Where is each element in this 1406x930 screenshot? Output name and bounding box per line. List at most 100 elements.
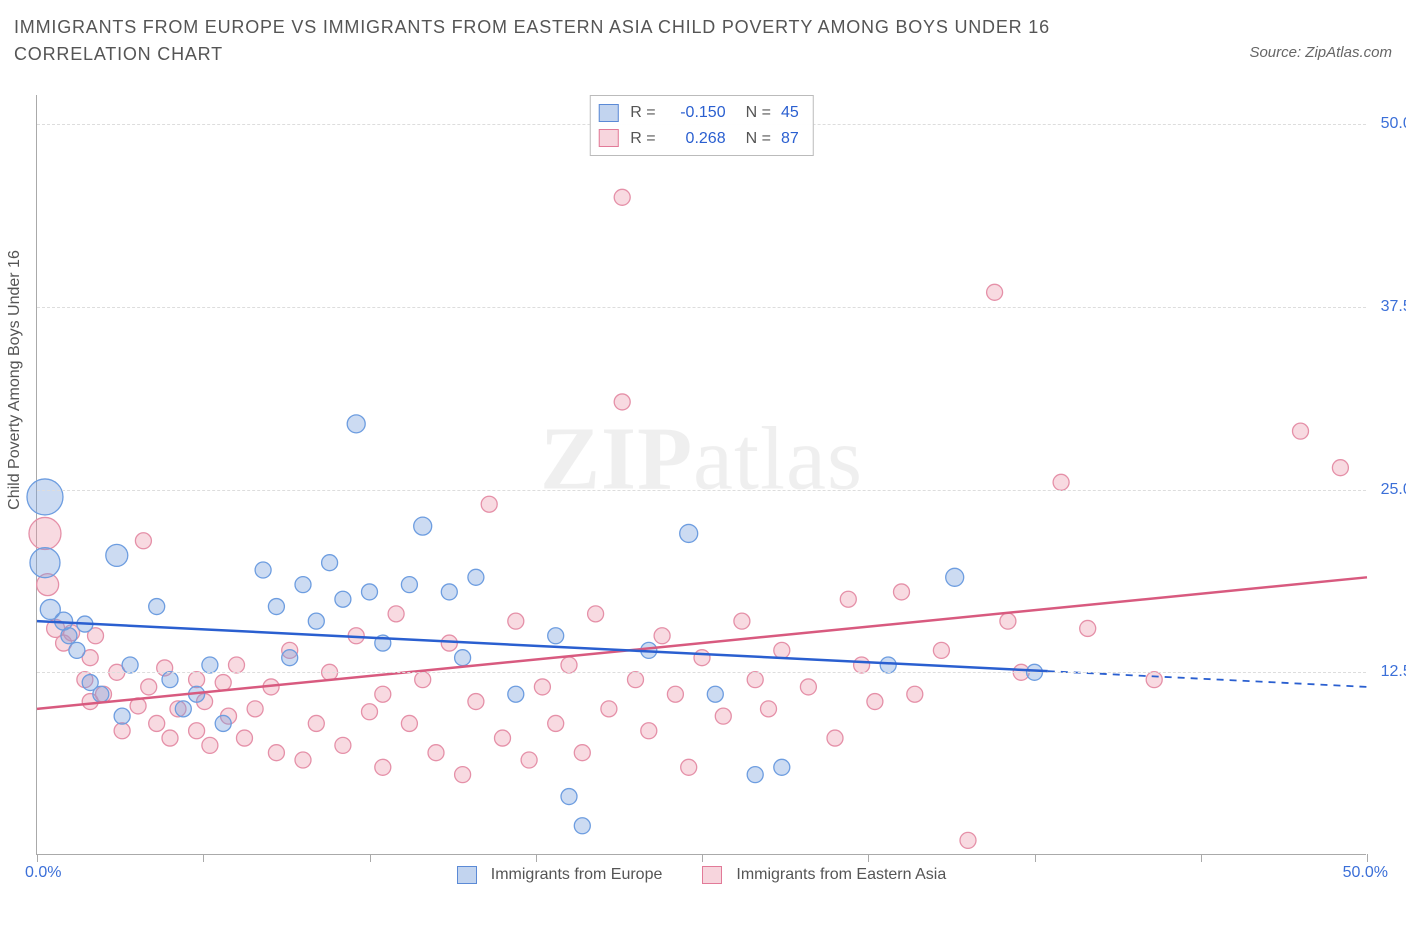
scatter-point bbox=[614, 189, 630, 205]
scatter-point bbox=[141, 679, 157, 695]
scatter-point bbox=[867, 694, 883, 710]
y-tick-label: 12.5% bbox=[1381, 663, 1406, 681]
scatter-point bbox=[574, 818, 590, 834]
scatter-point bbox=[202, 737, 218, 753]
x-tick bbox=[37, 854, 38, 862]
scatter-point bbox=[774, 642, 790, 658]
legend-asia-n: 87 bbox=[781, 126, 799, 152]
scatter-point bbox=[162, 730, 178, 746]
scatter-point bbox=[481, 496, 497, 512]
scatter-point bbox=[362, 584, 378, 600]
scatter-point bbox=[1146, 672, 1162, 688]
scatter-point bbox=[189, 723, 205, 739]
scatter-point bbox=[667, 686, 683, 702]
x-legend-europe-label: Immigrants from Europe bbox=[491, 866, 663, 884]
header-row: IMMIGRANTS FROM EUROPE VS IMMIGRANTS FRO… bbox=[14, 14, 1392, 68]
legend-n-label: N = bbox=[746, 126, 771, 152]
scatter-point bbox=[508, 613, 524, 629]
scatter-point bbox=[1053, 474, 1069, 490]
scatter-point bbox=[548, 715, 564, 731]
scatter-point bbox=[561, 789, 577, 805]
chart-source: Source: ZipAtlas.com bbox=[1249, 44, 1392, 61]
legend-r-label: R = bbox=[630, 126, 655, 152]
scatter-point bbox=[106, 544, 128, 566]
scatter-point bbox=[1332, 460, 1348, 476]
legend-asia-r: 0.268 bbox=[666, 126, 726, 152]
scatter-point bbox=[414, 517, 432, 535]
scatter-point bbox=[388, 606, 404, 622]
x-tick bbox=[203, 854, 204, 862]
scatter-point bbox=[946, 568, 964, 586]
scatter-point bbox=[441, 584, 457, 600]
scatter-point bbox=[29, 517, 61, 549]
scatter-point bbox=[375, 759, 391, 775]
scatter-point bbox=[215, 675, 231, 691]
scatter-plot-svg bbox=[37, 95, 1366, 854]
scatter-point bbox=[907, 686, 923, 702]
scatter-point bbox=[707, 686, 723, 702]
scatter-point bbox=[335, 591, 351, 607]
x-tick bbox=[1201, 854, 1202, 862]
scatter-point bbox=[202, 657, 218, 673]
scatter-point bbox=[761, 701, 777, 717]
scatter-point bbox=[236, 730, 252, 746]
scatter-point bbox=[601, 701, 617, 717]
scatter-point bbox=[295, 577, 311, 593]
y-axis-label: Child Poverty Among Boys Under 16 bbox=[6, 250, 24, 510]
scatter-point bbox=[680, 524, 698, 542]
scatter-point bbox=[61, 628, 77, 644]
x-axis-legend: Immigrants from Europe Immigrants from E… bbox=[37, 866, 1366, 884]
scatter-point bbox=[455, 767, 471, 783]
scatter-point bbox=[149, 715, 165, 731]
scatter-point bbox=[335, 737, 351, 753]
scatter-point bbox=[308, 613, 324, 629]
x-tick bbox=[536, 854, 537, 862]
scatter-point bbox=[987, 284, 1003, 300]
scatter-point bbox=[428, 745, 444, 761]
x-tick bbox=[1035, 854, 1036, 862]
scatter-point bbox=[322, 555, 338, 571]
x-tick bbox=[702, 854, 703, 862]
scatter-point bbox=[468, 569, 484, 585]
swatch-europe-icon bbox=[598, 104, 618, 122]
scatter-point bbox=[135, 533, 151, 549]
swatch-asia-icon bbox=[598, 129, 618, 147]
scatter-point bbox=[1293, 423, 1309, 439]
scatter-point bbox=[548, 628, 564, 644]
scatter-point bbox=[561, 657, 577, 673]
scatter-point bbox=[27, 479, 63, 515]
gridline bbox=[37, 672, 1366, 673]
scatter-point bbox=[247, 701, 263, 717]
swatch-asia-icon bbox=[702, 866, 722, 884]
scatter-point bbox=[268, 745, 284, 761]
trend-line bbox=[37, 577, 1367, 709]
scatter-point bbox=[1080, 620, 1096, 636]
legend-europe-r: -0.150 bbox=[666, 100, 726, 126]
scatter-point bbox=[268, 599, 284, 615]
x-tick bbox=[1367, 854, 1368, 862]
scatter-point bbox=[401, 715, 417, 731]
scatter-point bbox=[114, 723, 130, 739]
scatter-point bbox=[362, 704, 378, 720]
legend-row-europe: R = -0.150 N = 45 bbox=[598, 100, 798, 126]
x-tick bbox=[370, 854, 371, 862]
scatter-point bbox=[495, 730, 511, 746]
scatter-point bbox=[229, 657, 245, 673]
scatter-point bbox=[827, 730, 843, 746]
scatter-point bbox=[149, 599, 165, 615]
scatter-point bbox=[401, 577, 417, 593]
scatter-point bbox=[734, 613, 750, 629]
scatter-point bbox=[840, 591, 856, 607]
scatter-point bbox=[308, 715, 324, 731]
scatter-point bbox=[347, 415, 365, 433]
scatter-point bbox=[122, 657, 138, 673]
gridline bbox=[37, 307, 1366, 308]
scatter-point bbox=[521, 752, 537, 768]
scatter-point bbox=[534, 679, 550, 695]
scatter-point bbox=[375, 686, 391, 702]
scatter-point bbox=[295, 752, 311, 768]
scatter-point bbox=[189, 672, 205, 688]
scatter-point bbox=[854, 657, 870, 673]
scatter-point bbox=[162, 672, 178, 688]
scatter-point bbox=[628, 672, 644, 688]
